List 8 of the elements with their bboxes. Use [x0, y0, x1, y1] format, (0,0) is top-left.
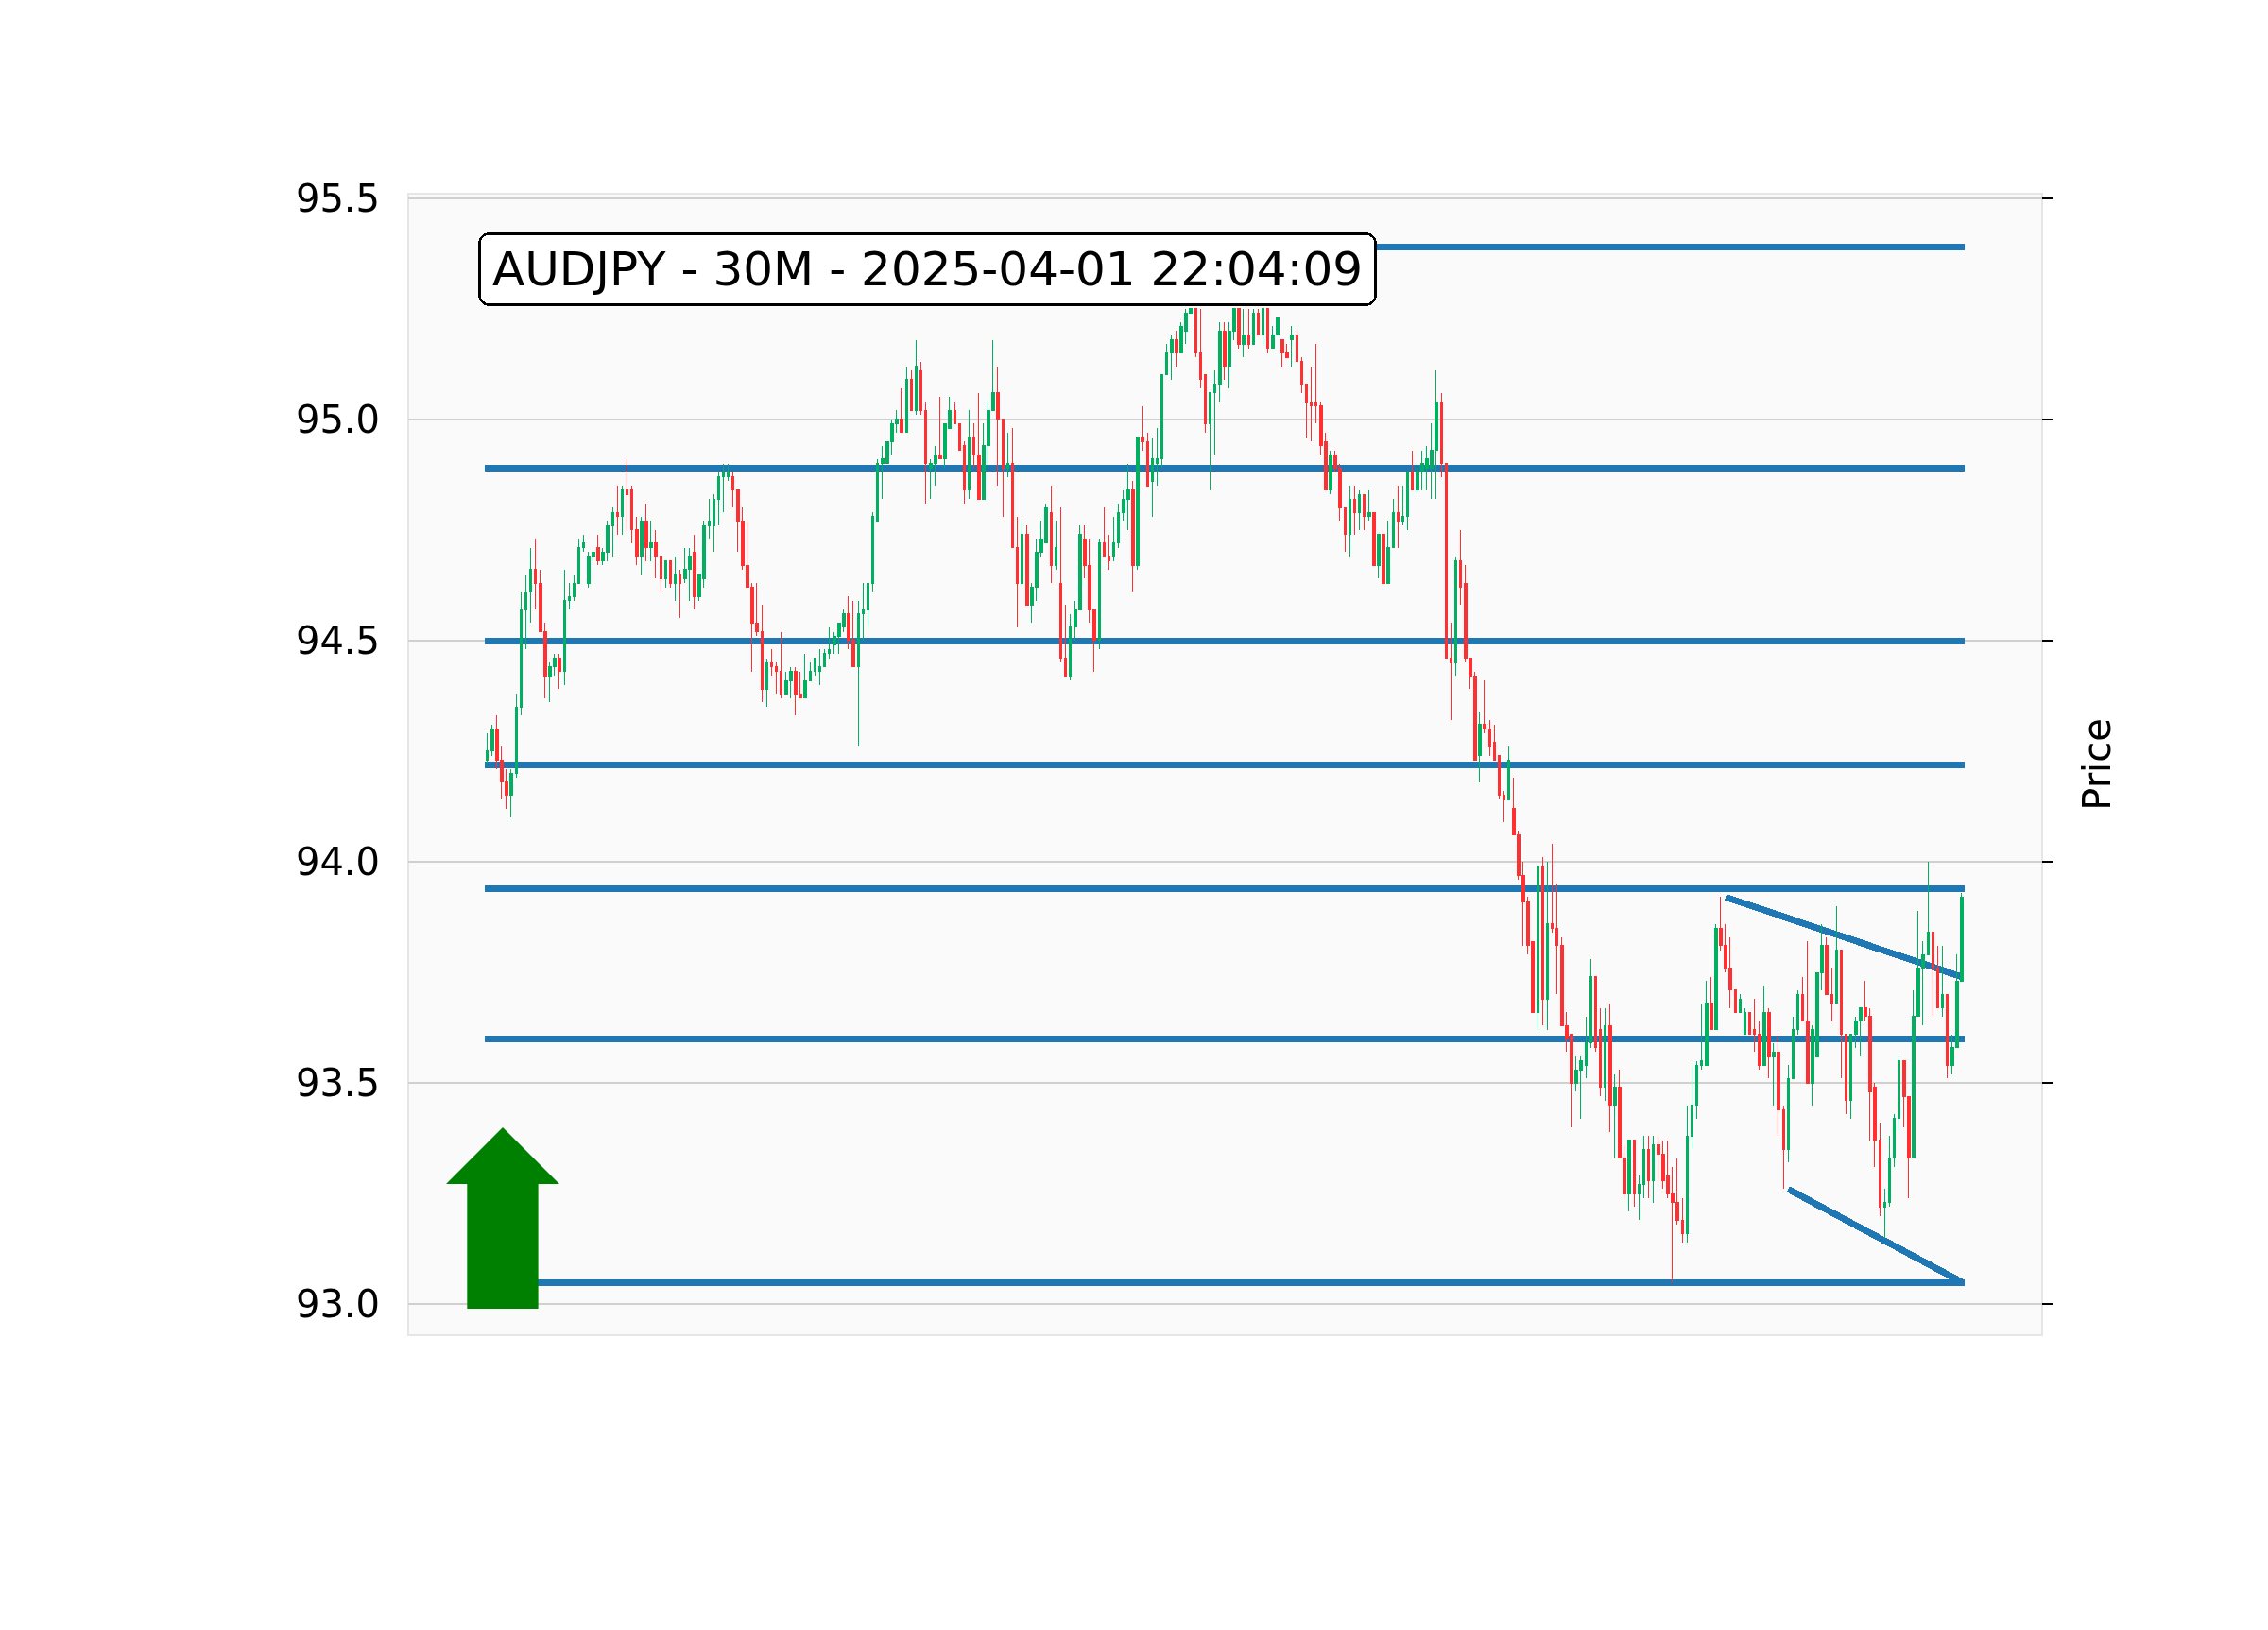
- y-tick-label: 95.5: [295, 176, 380, 220]
- y-tick-label: 95.0: [295, 397, 380, 441]
- y-tick-label: 93.5: [295, 1061, 380, 1106]
- y-tick-label: 93.0: [295, 1282, 380, 1327]
- y-tick-label: 94.5: [295, 618, 380, 662]
- y-tick-label: 94.0: [295, 840, 380, 884]
- y-axis-title: Price: [2075, 718, 2119, 811]
- text: AUDJPY - 30M - 2025-04-01 22:04:09: [492, 242, 1364, 297]
